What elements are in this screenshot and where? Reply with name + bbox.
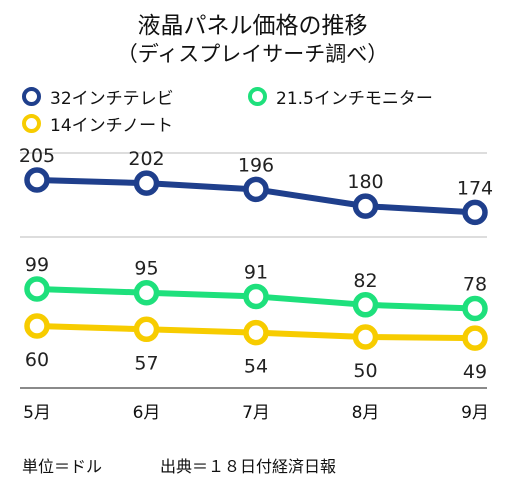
data-point (24, 313, 50, 339)
legend-item-notebook: 14インチノート (22, 111, 173, 136)
data-label: 54 (244, 356, 268, 378)
data-point (352, 292, 379, 318)
data-point (133, 170, 160, 196)
legend-label-notebook: 14インチノート (50, 116, 174, 136)
data-point (462, 325, 488, 351)
x-tick-label: 7月 (242, 403, 270, 423)
legend-label-tv: 32インチテレビ (50, 89, 174, 109)
data-label: 180 (347, 171, 383, 193)
source-note: 出典＝１８日付経済日報 (160, 457, 337, 476)
legend-label-monitor: 21.5インチモニター (276, 89, 433, 109)
data-label: 99 (25, 254, 49, 276)
data-point (133, 279, 160, 306)
x-tick-label: 5月 (23, 403, 51, 423)
legend-marker-tv-icon (22, 87, 41, 106)
chart-subtitle: （ディスプレイサーチ調べ） (116, 42, 389, 66)
legend-item-tv: 32インチテレビ (22, 84, 174, 109)
data-label: 202 (128, 148, 164, 170)
data-label: 78 (463, 274, 487, 296)
x-tick-label: 8月 (352, 403, 380, 423)
data-point (462, 295, 488, 322)
data-label: 174 (457, 177, 493, 199)
data-point (24, 276, 50, 302)
legend-marker-monitor-icon (248, 87, 267, 106)
data-label: 205 (19, 145, 55, 167)
x-tick-label: 9月 (461, 403, 489, 423)
x-tick-label: 6月 (133, 403, 161, 423)
data-label: 95 (134, 258, 158, 280)
data-point (462, 199, 488, 226)
data-label: 60 (25, 349, 49, 371)
data-label: 49 (463, 361, 487, 383)
data-label: 82 (353, 270, 377, 292)
data-point (243, 176, 269, 203)
data-point (352, 193, 379, 219)
data-label: 57 (134, 352, 158, 374)
data-label: 50 (353, 360, 377, 382)
data-point (243, 319, 269, 346)
legend-item-monitor: 21.5インチモニター (248, 84, 433, 109)
data-label: 196 (238, 154, 274, 176)
chart-title: 液晶パネル価格の推移 (137, 13, 368, 39)
data-label: 91 (244, 261, 268, 283)
data-point (24, 167, 50, 193)
data-point (352, 324, 379, 350)
data-point (243, 283, 269, 310)
legend-marker-notebook-icon (22, 114, 41, 133)
data-point (133, 316, 160, 343)
unit-note: 単位＝ドル (22, 457, 103, 476)
